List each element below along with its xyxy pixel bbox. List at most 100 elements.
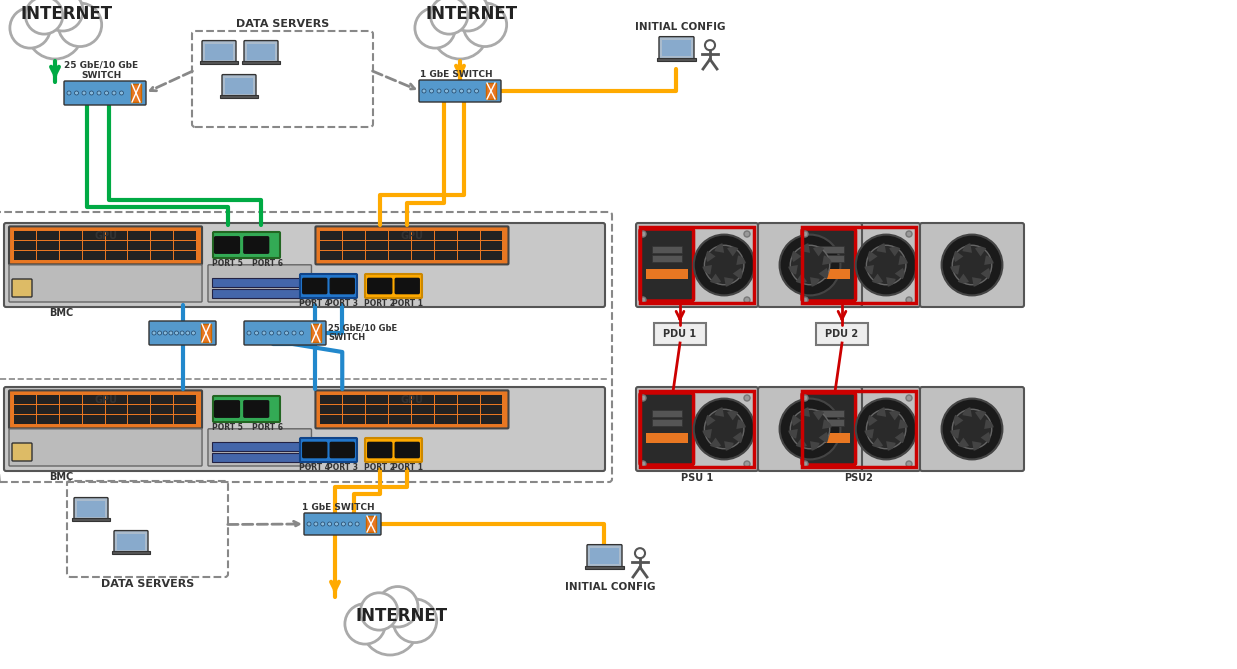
FancyBboxPatch shape [301, 438, 357, 462]
Bar [129, 231, 150, 240]
Bar [59, 415, 82, 424]
Circle shape [448, 0, 489, 31]
Bar [662, 40, 691, 56]
Text: GPU: GPU [401, 395, 423, 405]
Circle shape [635, 548, 644, 558]
Bar [83, 242, 104, 250]
Circle shape [89, 91, 94, 95]
Bar [646, 269, 688, 278]
Bar [174, 242, 195, 250]
Circle shape [743, 395, 750, 401]
Circle shape [104, 91, 109, 95]
Text: PORT 3: PORT 3 [327, 299, 357, 308]
Wedge shape [957, 274, 969, 284]
Bar [131, 84, 141, 102]
Circle shape [422, 89, 426, 93]
Bar [412, 405, 434, 414]
Circle shape [307, 522, 310, 526]
Wedge shape [865, 265, 875, 274]
Bar [320, 242, 343, 250]
Wedge shape [954, 415, 964, 426]
Bar [105, 395, 127, 404]
Bar [212, 289, 308, 298]
FancyBboxPatch shape [636, 387, 758, 471]
Wedge shape [894, 432, 904, 443]
Circle shape [393, 599, 437, 642]
Circle shape [355, 522, 359, 526]
FancyBboxPatch shape [303, 442, 327, 458]
Text: GPU: GPU [401, 231, 423, 241]
Bar [241, 62, 281, 64]
Bar [220, 96, 259, 98]
FancyBboxPatch shape [114, 531, 148, 553]
Text: 25 GbE/10 GbE
SWITCH: 25 GbE/10 GbE SWITCH [64, 61, 139, 80]
FancyBboxPatch shape [244, 237, 268, 253]
Wedge shape [710, 438, 721, 448]
Circle shape [905, 297, 912, 303]
Wedge shape [715, 244, 724, 253]
Circle shape [27, 3, 83, 59]
FancyBboxPatch shape [148, 321, 216, 345]
Bar [657, 58, 696, 61]
Bar [344, 252, 365, 260]
Circle shape [640, 297, 646, 303]
Text: SWITCH: SWITCH [328, 334, 365, 343]
FancyBboxPatch shape [244, 401, 268, 417]
Bar [83, 405, 104, 414]
Bar [481, 405, 502, 414]
Circle shape [96, 91, 101, 95]
Bar [174, 231, 195, 240]
Circle shape [82, 91, 87, 95]
FancyBboxPatch shape [659, 37, 694, 60]
Text: PORT 3: PORT 3 [327, 463, 357, 472]
Text: PORT 5: PORT 5 [212, 423, 242, 432]
Text: PORT 2: PORT 2 [364, 299, 396, 308]
FancyBboxPatch shape [330, 442, 354, 458]
Circle shape [779, 399, 840, 460]
Wedge shape [810, 441, 820, 451]
Circle shape [694, 399, 755, 460]
Wedge shape [981, 432, 991, 443]
Circle shape [468, 89, 471, 93]
Circle shape [285, 331, 288, 335]
FancyBboxPatch shape [367, 278, 392, 294]
Circle shape [704, 246, 743, 285]
Circle shape [174, 331, 178, 335]
Wedge shape [819, 268, 829, 279]
FancyBboxPatch shape [396, 442, 419, 458]
Wedge shape [819, 432, 829, 443]
Circle shape [704, 409, 743, 449]
Wedge shape [736, 419, 746, 429]
FancyBboxPatch shape [640, 393, 694, 465]
Bar [37, 242, 59, 250]
FancyBboxPatch shape [798, 223, 920, 307]
Bar [412, 415, 434, 424]
Bar [590, 548, 618, 565]
Wedge shape [877, 244, 886, 253]
FancyBboxPatch shape [396, 278, 419, 294]
Wedge shape [727, 247, 738, 256]
Bar [390, 405, 411, 414]
Wedge shape [950, 265, 960, 274]
Bar [83, 231, 104, 240]
Bar [14, 395, 36, 404]
Bar [14, 405, 36, 414]
Circle shape [292, 331, 296, 335]
Text: PORT 5: PORT 5 [212, 259, 242, 268]
Wedge shape [872, 274, 883, 284]
Bar [814, 246, 844, 253]
Bar [83, 415, 104, 424]
FancyBboxPatch shape [798, 387, 920, 471]
Bar [129, 405, 150, 414]
Bar [344, 405, 365, 414]
Text: PSU 1: PSU 1 [680, 473, 713, 483]
Bar [802, 227, 917, 303]
Circle shape [429, 89, 433, 93]
Bar [481, 242, 502, 250]
Wedge shape [715, 407, 724, 417]
Wedge shape [732, 268, 742, 279]
Circle shape [640, 395, 646, 401]
Wedge shape [727, 411, 738, 420]
Circle shape [905, 461, 912, 467]
Bar [435, 415, 456, 424]
